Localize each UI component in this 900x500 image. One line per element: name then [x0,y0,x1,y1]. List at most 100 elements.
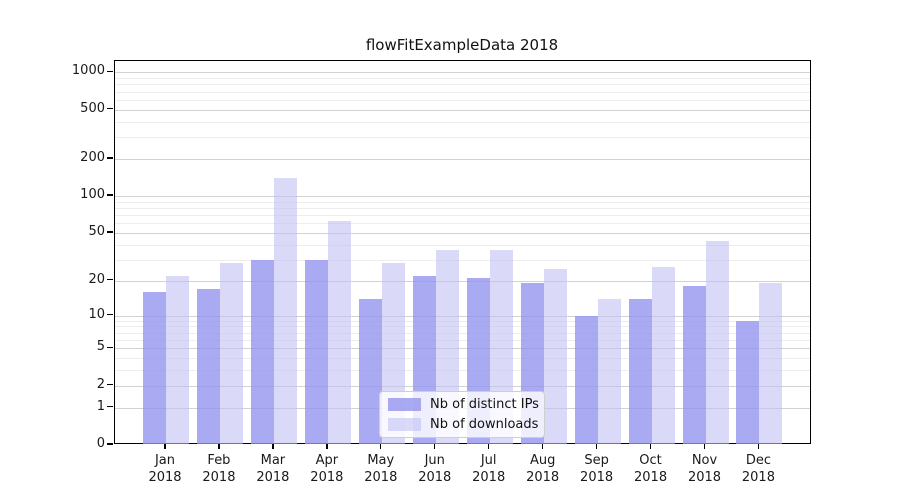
y-tick-mark [107,70,113,73]
minor-gridline [114,215,810,217]
x-tick-label: Jul 2018 [472,453,506,485]
x-tick-mark [272,444,274,449]
x-tick-mark [649,444,652,449]
minor-gridline [114,370,810,372]
x-tick-mark [380,444,382,449]
bar-downloads-apr [327,220,351,444]
y-tick-mark [107,107,113,110]
minor-gridline [114,259,810,261]
major-gridline [114,72,810,74]
x-tick-label: Aug 2018 [526,453,560,485]
y-tick-mark [107,443,113,445]
x-tick-mark [488,444,490,449]
y-tick-label: 1 [96,398,105,414]
major-gridline [114,158,810,160]
y-tick-label: 50 [88,223,105,239]
minor-gridline [114,320,810,322]
bar-distinct-ips-mar [250,259,274,444]
minor-gridline [114,358,810,360]
y-tick-mark [107,346,113,349]
legend: Nb of distinct IPs Nb of downloads [379,391,545,438]
minor-gridline [114,201,810,203]
y-tick-mark [107,313,113,316]
y-tick-label: 500 [80,100,105,116]
major-gridline [114,385,810,387]
y-tick-label: 200 [80,149,105,165]
minor-gridline [114,84,810,86]
minor-gridline [114,244,810,246]
x-tick-label: May 2018 [364,453,398,485]
major-gridline [114,232,810,234]
y-tick-mark [107,231,113,233]
legend-entry-downloads: Nb of downloads [388,416,539,432]
x-tick-label: Nov 2018 [687,453,722,485]
y-tick-mark [107,279,113,281]
x-tick-label: Oct 2018 [634,453,668,485]
minor-gridline [114,340,810,342]
minor-gridline [114,99,810,101]
bar-downloads-jan [166,275,189,444]
x-tick-mark [703,444,706,449]
y-tick-label: 100 [80,187,105,203]
minor-gridline [114,121,810,123]
y-tick-label: 2 [96,376,105,392]
bar-distinct-ips-jan [143,292,166,444]
x-tick-label: Feb 2018 [202,453,236,485]
legend-label-downloads: Nb of downloads [430,416,539,432]
bar-distinct-ips-may [358,298,382,444]
legend-swatch-distinct-ips [388,398,421,412]
legend-swatch-downloads [388,417,421,431]
x-tick-mark [434,444,436,449]
bar-downloads-feb [219,263,243,444]
major-gridline [114,280,810,282]
bar-downloads-mar [273,178,297,444]
minor-gridline [114,91,810,93]
major-gridline [114,109,810,111]
y-tick-label: 1000 [71,63,105,79]
y-tick-mark [107,194,113,196]
y-tick-label: 5 [96,339,105,355]
minor-gridline [114,326,810,328]
bar-distinct-ips-dec [736,320,760,444]
x-tick-label: Sep 2018 [580,453,614,485]
major-gridline [114,196,810,198]
major-gridline [114,348,810,350]
y-tick-label: 10 [88,306,105,322]
major-gridline [114,315,810,317]
bar-distinct-ips-sep [574,315,598,444]
x-tick-label: Dec 2018 [741,453,775,485]
minor-gridline [114,78,810,80]
bar-downloads-nov [705,240,729,444]
bar-downloads-dec [759,283,783,444]
bar-distinct-ips-apr [304,259,328,444]
minor-gridline [114,137,810,139]
x-tick-label: Mar 2018 [256,453,290,485]
minor-gridline [114,207,810,209]
x-tick-mark [595,444,598,449]
legend-label-distinct-ips: Nb of distinct IPs [430,397,539,413]
chart-title: flowFitExampleData 2018 [365,36,559,54]
legend-entry-distinct-ips: Nb of distinct IPs [388,397,539,413]
x-tick-label: Jan 2018 [148,453,182,485]
bar-distinct-ips-feb [196,289,220,444]
x-tick-mark [164,444,166,449]
bar-downloads-aug [543,269,567,444]
minor-gridline [114,332,810,334]
y-tick-label: 20 [88,271,105,287]
bar-distinct-ips-nov [682,286,706,444]
bar-downloads-oct [651,267,675,444]
y-tick-mark [107,405,113,408]
minor-gridline [114,223,810,225]
bar-downloads-sep [597,298,621,444]
x-tick-label: Apr 2018 [310,453,344,485]
y-tick-mark [107,157,113,159]
y-tick-mark [107,384,113,386]
x-tick-mark [218,444,220,449]
y-tick-label: 0 [96,436,105,451]
x-tick-label: Jun 2018 [418,453,452,485]
plot-area [113,60,811,444]
x-tick-mark [757,444,760,449]
bar-distinct-ips-oct [628,298,652,444]
x-tick-mark [326,444,328,449]
